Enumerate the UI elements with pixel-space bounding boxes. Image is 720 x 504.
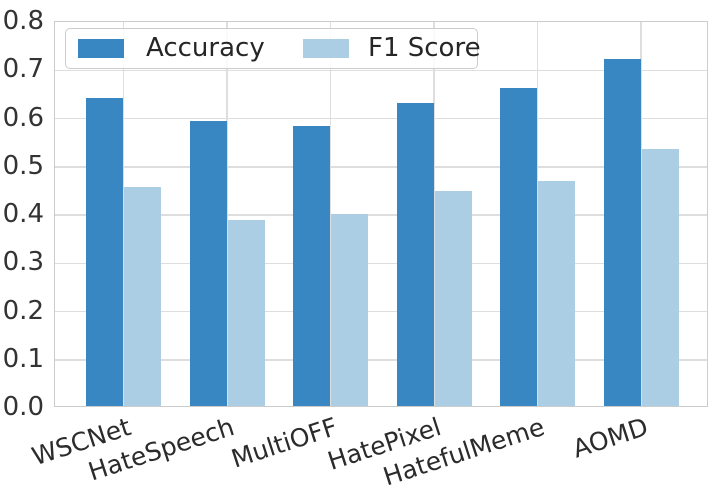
v-gridline-aomd xyxy=(640,22,642,406)
v-gridline-hatepixel xyxy=(433,22,435,406)
y-tick-label-0.8: 0.8 xyxy=(2,6,44,36)
h-gridline-0.6 xyxy=(55,117,707,120)
bar-accuracy-hatepixel xyxy=(396,103,434,406)
plot-area xyxy=(54,21,708,407)
h-gridline-0.1 xyxy=(55,359,707,361)
y-tick-label-0.2: 0.2 xyxy=(2,295,44,326)
y-tick-label-0.7: 0.7 xyxy=(2,54,44,85)
h-gridline-0.5 xyxy=(55,166,707,168)
bar-accuracy-hatespeech xyxy=(189,121,227,406)
bar-f1-score-hatespeech xyxy=(227,219,265,406)
bar-f1-score-multioff xyxy=(331,213,368,406)
y-tick-label-0.5: 0.5 xyxy=(2,150,44,181)
x-tick-label-aomd: AOMD xyxy=(568,412,652,464)
bar-f1-score-wscnet xyxy=(124,186,161,406)
y-tick-label-0.1: 0.1 xyxy=(2,343,44,374)
h-gridline-0.4 xyxy=(55,214,707,216)
legend-swatch-f1-score xyxy=(303,39,349,58)
bar-accuracy-multioff xyxy=(293,126,330,406)
bar-accuracy-wscnet xyxy=(86,98,123,406)
v-gridline-hatefulmeme xyxy=(536,22,539,406)
v-gridline-hatespeech xyxy=(226,22,228,406)
y-tick-label-0.4: 0.4 xyxy=(2,199,44,229)
bar-f1-score-aomd xyxy=(641,149,679,406)
h-gridline-0.2 xyxy=(55,310,707,313)
legend-label-f1-score: F1 Score xyxy=(368,33,481,63)
bar-accuracy-aomd xyxy=(603,59,641,406)
x-tick-label-multioff: MultiOFF xyxy=(227,412,341,474)
bar-f1-score-hatepixel xyxy=(434,190,472,406)
legend: Accuracy F1 Score xyxy=(65,28,481,69)
bar-accuracy-hatefulmeme xyxy=(500,87,537,406)
legend-swatch-accuracy xyxy=(78,39,124,58)
y-tick-label-0.0: 0.0 xyxy=(2,392,44,422)
legend-label-accuracy: Accuracy xyxy=(146,33,265,63)
y-tick-label-0.6: 0.6 xyxy=(2,102,44,133)
y-tick-label-0.3: 0.3 xyxy=(2,247,44,278)
bar-f1-score-hatefulmeme xyxy=(538,180,575,406)
v-gridline-multioff xyxy=(329,22,332,406)
h-gridline-0.3 xyxy=(55,262,707,264)
v-gridline-wscnet xyxy=(122,22,125,406)
h-gridline-0.7 xyxy=(55,69,707,71)
